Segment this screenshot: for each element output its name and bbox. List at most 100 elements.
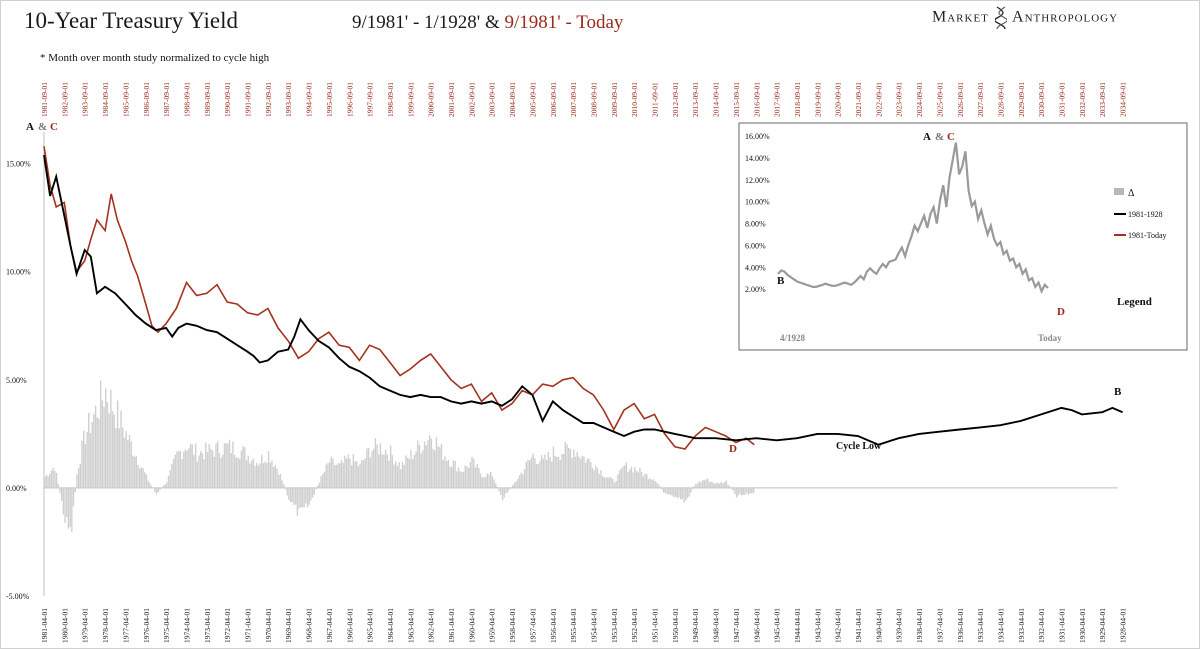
delta-bar <box>432 448 434 488</box>
legend-title: Legend <box>1117 296 1152 308</box>
delta-bar <box>712 482 714 488</box>
delta-bar <box>718 483 721 488</box>
delta-bar <box>261 454 263 488</box>
delta-bar <box>508 487 511 490</box>
delta-bar <box>440 443 443 488</box>
delta-bar <box>739 487 741 494</box>
cycle-low-label: Cycle Low <box>836 441 882 452</box>
delta-bar <box>495 483 497 488</box>
delta-bar <box>350 465 353 488</box>
delta-bar <box>730 487 733 489</box>
chart-subtitle: 9/1981' - 1/1928' & 9/1981' - Today <box>352 12 623 34</box>
delta-bar <box>418 445 421 488</box>
delta-bar <box>205 442 207 488</box>
inset-chart: 16.00% 14.00% 12.00% 10.00% 8.00% 6.00% 4.00% 2… <box>738 122 1188 351</box>
delta-bar <box>215 443 217 488</box>
delta-bar <box>664 487 667 494</box>
bottom-axis-labels: 1981-04-01 1980-04-01 1979-04-01 1978-04-01… <box>40 608 1128 643</box>
delta-bar <box>749 487 751 494</box>
delta-bar <box>473 458 475 488</box>
delta-bar <box>456 471 458 488</box>
delta-bar <box>389 445 392 488</box>
bottom-tick-label: 1975-04-01 <box>162 608 171 643</box>
delta-bar <box>686 487 689 499</box>
delta-bar <box>671 487 673 496</box>
delta-bar <box>298 487 300 509</box>
delta-bar <box>478 467 480 488</box>
delta-bar <box>405 455 407 488</box>
delta-bar <box>93 414 95 488</box>
delta-bar <box>423 441 426 488</box>
bottom-tick-label: 1934-04-01 <box>996 608 1005 643</box>
top-tick-label: 2033-09-01 <box>1098 82 1107 117</box>
delta-bar <box>183 451 185 488</box>
delta-bar <box>113 414 115 488</box>
delta-bar <box>301 487 304 508</box>
bottom-tick-label: 1937-04-01 <box>935 608 944 643</box>
delta-bar <box>613 482 616 488</box>
delta-bar <box>428 435 431 488</box>
bottom-tick-label: 1981-04-01 <box>40 608 49 643</box>
top-tick-label: 2004-09-01 <box>508 82 517 117</box>
top-tick-label: 2011-09-01 <box>651 82 660 117</box>
delta-bar <box>116 400 119 488</box>
delta-bar <box>607 477 609 488</box>
delta-bar <box>144 472 146 488</box>
delta-bar <box>337 463 339 488</box>
delta-bar <box>584 462 587 488</box>
delta-bar <box>630 466 633 488</box>
delta-bar <box>579 459 582 488</box>
delta-bar <box>55 472 58 488</box>
delta-bar <box>705 479 707 488</box>
delta-bar <box>427 439 429 488</box>
top-tick-label: 2031-09-01 <box>1058 82 1067 117</box>
bottom-tick-label: 1969-04-01 <box>284 608 293 643</box>
delta-bar <box>259 463 261 488</box>
top-tick-label: 1999-09-01 <box>406 82 415 117</box>
delta-bar <box>666 487 668 495</box>
delta-bar <box>296 487 299 516</box>
delta-bar <box>571 457 573 488</box>
delta-bar <box>188 448 190 488</box>
delta-bar <box>378 454 380 488</box>
delta-bar <box>554 455 556 488</box>
delta-bar <box>291 487 293 502</box>
bottom-tick-label: 1950-04-01 <box>671 608 680 643</box>
delta-bar <box>627 472 629 488</box>
delta-bar <box>732 487 734 491</box>
delta-bar <box>74 487 76 493</box>
delta-bar <box>315 487 317 490</box>
delta-bar <box>322 473 324 488</box>
annotation-b: B <box>1114 386 1122 398</box>
delta-bar <box>118 428 121 488</box>
delta-bar <box>366 448 368 488</box>
delta-bar <box>169 470 171 488</box>
delta-bar <box>551 461 553 488</box>
delta-bar <box>369 457 371 488</box>
delta-bar <box>374 438 377 488</box>
delta-bar <box>306 487 309 508</box>
delta-bar <box>569 448 572 488</box>
delta-bar <box>396 466 399 488</box>
delta-bar <box>372 448 375 488</box>
delta-bar <box>88 412 90 488</box>
delta-bar <box>488 474 490 488</box>
delta-bar <box>678 487 680 498</box>
helix-icon <box>994 6 1008 30</box>
delta-bar <box>269 462 271 488</box>
delta-bar <box>157 487 160 493</box>
y-tick-label: 0.00% <box>6 484 27 493</box>
delta-bar <box>194 443 197 488</box>
delta-bar <box>218 453 221 488</box>
delta-bar <box>503 487 505 498</box>
bottom-tick-label: 1956-04-01 <box>549 608 558 643</box>
delta-bar <box>339 463 341 488</box>
inset-annotation-b: B <box>777 275 785 287</box>
delta-bar <box>612 478 614 488</box>
delta-bar <box>327 463 329 488</box>
delta-bar <box>393 464 395 488</box>
delta-bar <box>737 487 739 496</box>
bottom-tick-label: 1948-04-01 <box>712 608 721 643</box>
delta-bar <box>724 481 726 488</box>
